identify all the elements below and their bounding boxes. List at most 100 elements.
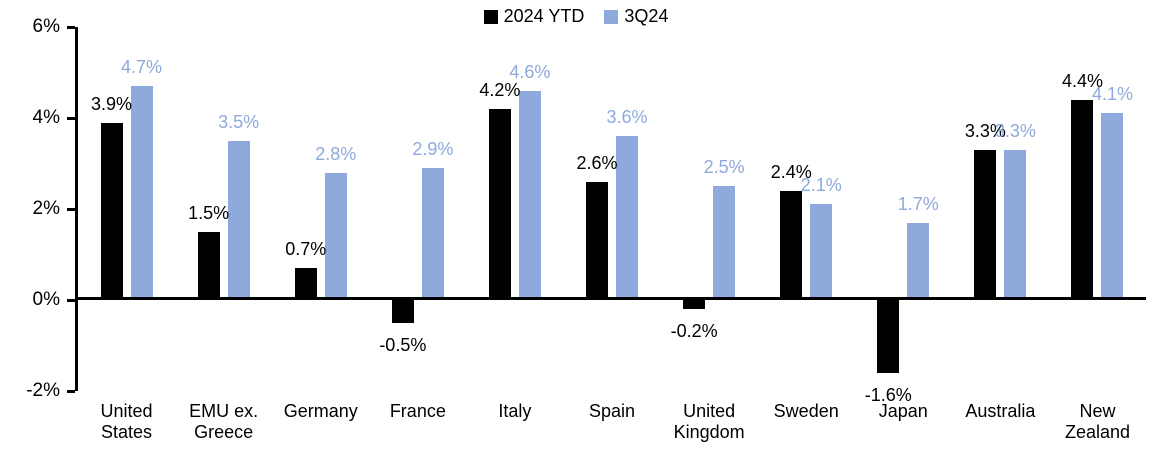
- value-label-2024-ytd-germany: 0.7%: [285, 239, 327, 260]
- x-category-label-australia: Australia: [952, 401, 1049, 443]
- value-label-2024-ytd-emu-ex-greece: 1.5%: [188, 202, 230, 223]
- y-tick-mark: [67, 116, 75, 120]
- value-label-2024-ytd-united-states: 3.9%: [91, 93, 133, 114]
- value-label-3q24-sweden: 2.1%: [800, 175, 842, 196]
- y-tick-label: 0%: [32, 289, 60, 310]
- x-category-label-italy: Italy: [466, 401, 563, 443]
- bar-3q24-italy: [518, 90, 541, 300]
- bar-group-united-kingdom: -0.2% 2.5%: [661, 27, 758, 391]
- bar-2024-ytd-italy: [488, 108, 511, 300]
- bar-group-emu-ex-greece: 1.5% 3.5%: [175, 27, 272, 391]
- x-category-label-united-states: United States: [78, 401, 175, 443]
- y-tick-mark: [67, 389, 75, 393]
- y-tick-label: -2%: [26, 380, 60, 401]
- x-category-text: United Kingdom: [673, 401, 745, 442]
- bar-3q24-japan: [907, 222, 930, 300]
- x-category-text: United States: [100, 401, 153, 442]
- bar-2024-ytd-germany: [294, 268, 317, 300]
- x-axis-labels: United States EMU ex. Greece Germany France…: [78, 401, 1146, 443]
- x-category-label-spain: Spain: [563, 401, 660, 443]
- bar-2024-ytd-united-states: [100, 122, 123, 300]
- bar-group-germany: 0.7% 2.8%: [272, 27, 369, 391]
- value-label-3q24-australia: 3.3%: [994, 120, 1036, 141]
- x-category-label-united-kingdom: United Kingdom: [661, 401, 758, 443]
- legend-swatch-2024-ytd: [483, 9, 498, 24]
- value-label-2024-ytd-spain: 2.6%: [576, 152, 618, 173]
- bar-3q24-new-zealand: [1101, 113, 1124, 300]
- bar-group-japan: -1.6% 1.7%: [855, 27, 952, 405]
- value-label-3q24-italy: 4.6%: [509, 61, 551, 82]
- bar-3q24-sweden: [810, 204, 833, 300]
- y-tick-label: 6%: [32, 16, 60, 37]
- x-category-label-france: France: [369, 401, 466, 443]
- value-label-3q24-new-zealand: 4.1%: [1091, 84, 1133, 105]
- x-category-label-emu-ex-greece: EMU ex. Greece: [175, 401, 272, 443]
- x-category-text: Spain: [588, 401, 636, 421]
- value-label-2024-ytd-united-kingdom: -0.2%: [670, 321, 718, 342]
- bar-group-france: -0.5% 2.9%: [369, 27, 466, 391]
- x-category-text: Sweden: [773, 401, 839, 421]
- x-category-text: New Zealand: [1064, 401, 1131, 442]
- value-label-3q24-france: 2.9%: [412, 139, 454, 160]
- legend-label: 2024 YTD: [503, 6, 585, 26]
- zero-baseline: [78, 297, 1146, 300]
- value-label-2024-ytd-italy: 4.2%: [479, 79, 521, 100]
- bar-2024-ytd-sweden: [780, 190, 803, 300]
- value-label-3q24-united-kingdom: 2.5%: [703, 157, 745, 178]
- x-category-text: Italy: [498, 401, 532, 421]
- y-axis-line: [75, 27, 78, 391]
- bar-group-new-zealand: 4.4% 4.1%: [1049, 27, 1146, 391]
- bar-2024-ytd-france: [391, 300, 414, 323]
- value-label-3q24-japan: 1.7%: [897, 193, 939, 214]
- value-label-2024-ytd-australia: 3.3%: [964, 120, 1006, 141]
- value-label-3q24-spain: 3.6%: [606, 107, 648, 128]
- value-label-3q24-united-states: 4.7%: [121, 57, 163, 78]
- x-category-text: EMU ex. Greece: [189, 401, 259, 442]
- x-category-text: Germany: [283, 401, 358, 421]
- value-label-2024-ytd-new-zealand: 4.4%: [1061, 70, 1103, 91]
- value-label-3q24-germany: 2.8%: [315, 143, 357, 164]
- bar-3q24-emu-ex-greece: [227, 140, 250, 300]
- bar-3q24-australia: [1004, 149, 1027, 300]
- y-tick-label: 2%: [32, 198, 60, 219]
- x-category-label-sweden: Sweden: [758, 401, 855, 443]
- bar-3q24-france: [421, 168, 444, 300]
- y-tick-mark: [67, 25, 75, 29]
- legend-item-3q24: 3Q24: [604, 6, 668, 27]
- legend-label: 3Q24: [624, 6, 669, 26]
- plot-area: 6% 4% 2% 0% -2% 3.9% 4.7% 1.5% 3.5% 0.7% 2.8% -0.5…: [26, 16, 1146, 405]
- chart-legend: 2024 YTD 3Q24: [0, 6, 1152, 27]
- value-label-2024-ytd-japan: -1.6%: [864, 384, 912, 405]
- bar-2024-ytd-united-kingdom: [683, 300, 706, 310]
- y-tick-mark: [67, 207, 75, 211]
- x-category-label-new-zealand: New Zealand: [1049, 401, 1146, 443]
- bar-3q24-united-states: [130, 86, 153, 300]
- legend-swatch-3q24: [604, 9, 619, 24]
- x-category-label-germany: Germany: [272, 401, 369, 443]
- legend-item-2024-ytd: 2024 YTD: [483, 6, 585, 27]
- bar-group-united-states: 3.9% 4.7%: [78, 27, 175, 391]
- value-label-3q24-emu-ex-greece: 3.5%: [218, 111, 260, 132]
- bar-3q24-germany: [324, 172, 347, 300]
- bar-group-spain: 2.6% 3.6%: [563, 27, 660, 391]
- bar-group-italy: 4.2% 4.6%: [466, 27, 563, 391]
- value-label-2024-ytd-france: -0.5%: [379, 334, 427, 355]
- bar-2024-ytd-new-zealand: [1071, 99, 1094, 300]
- bar-2024-ytd-japan: [877, 300, 900, 373]
- bar-2024-ytd-spain: [586, 181, 609, 300]
- x-category-label-japan: Japan: [855, 401, 952, 443]
- y-tick-mark: [67, 298, 75, 302]
- x-category-text: Japan: [878, 401, 928, 421]
- bar-2024-ytd-emu-ex-greece: [197, 231, 220, 300]
- x-category-text: Australia: [965, 401, 1036, 421]
- x-category-text: France: [389, 401, 446, 421]
- bar-groups: 3.9% 4.7% 1.5% 3.5% 0.7% 2.8% -0.5% 2.9% 4.2% 4.6…: [78, 27, 1146, 405]
- bar-3q24-united-kingdom: [713, 186, 736, 300]
- bar-3q24-spain: [616, 136, 639, 300]
- bar-group-australia: 3.3% 3.3%: [952, 27, 1049, 391]
- bar-2024-ytd-australia: [974, 149, 997, 300]
- y-tick-label: 4%: [32, 107, 60, 128]
- bar-group-sweden: 2.4% 2.1%: [758, 27, 855, 391]
- value-label-2024-ytd-sweden: 2.4%: [770, 161, 812, 182]
